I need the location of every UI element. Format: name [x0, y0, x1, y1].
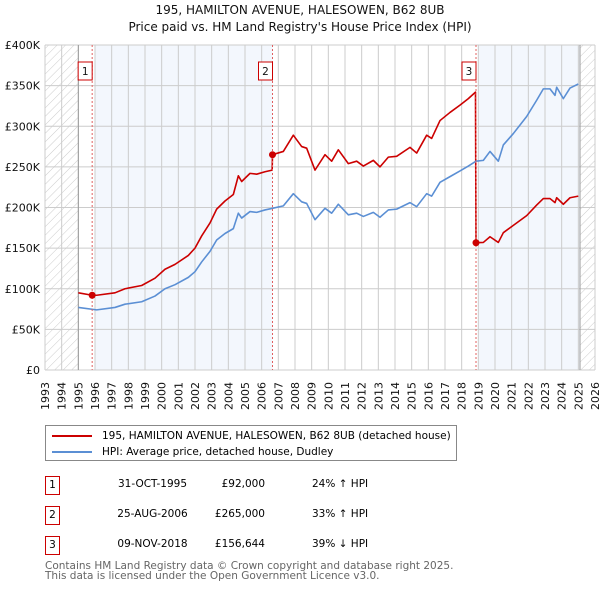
- footer-line: Contains HM Land Registry data © Crown c…: [45, 560, 454, 572]
- legend-item-property: 195, HAMILTON AVENUE, HALESOWEN, B62 8UB…: [52, 430, 451, 442]
- x-tick-label: 2002: [189, 382, 202, 410]
- x-tick-label: 2025: [572, 382, 585, 410]
- x-tick-label: 1994: [56, 382, 69, 410]
- sale-point: [269, 151, 276, 159]
- sale-date: 09-NOV-2018: [117, 538, 188, 550]
- x-tick-label: 2000: [156, 382, 169, 410]
- x-tick-label: 2012: [356, 382, 369, 410]
- y-tick-label: £350K: [5, 80, 41, 93]
- legend-label: HPI: Average price, detached house, Dudl…: [102, 446, 334, 458]
- x-tick-label: 1996: [89, 382, 102, 410]
- x-tick-label: 1995: [72, 382, 85, 410]
- x-tick-label: 2008: [289, 382, 302, 410]
- x-tick-label: 2020: [489, 382, 502, 410]
- x-tick-label: 2014: [389, 382, 402, 410]
- x-tick-label: 2015: [406, 382, 419, 410]
- y-tick-label: £150K: [5, 242, 41, 255]
- chart-title: 195, HAMILTON AVENUE, HALESOWEN, B62 8UB: [155, 3, 445, 17]
- hpi-diff: 24% ↑ HPI: [312, 478, 369, 490]
- x-tick-label: 1993: [39, 382, 52, 410]
- footer-line: This data is licensed under the Open Gov…: [45, 570, 380, 582]
- x-tick-label: 2004: [222, 382, 235, 410]
- x-tick-label: 2006: [256, 382, 269, 410]
- y-tick-label: £100K: [5, 283, 41, 296]
- x-tick-label: 2022: [522, 382, 535, 410]
- x-tick-label: 2001: [172, 382, 185, 410]
- x-tick-label: 2010: [322, 382, 335, 410]
- x-tick-label: 2026: [589, 382, 600, 410]
- sale-price: £156,644: [214, 538, 265, 550]
- hpi-line: [78, 83, 579, 311]
- hpi-diff: 39% ↓ HPI: [312, 538, 369, 550]
- sale-point: [88, 291, 96, 299]
- y-tick-label: £0: [26, 364, 40, 377]
- x-tick-label: 2017: [439, 382, 452, 410]
- table-row: 3 09-NOV-2018 £156,644 39% ↓ HPI: [45, 536, 465, 556]
- x-tick-label: 2011: [339, 382, 352, 410]
- hpi-diff: 33% ↑ HPI: [312, 508, 369, 520]
- property-price-line: [78, 91, 579, 297]
- sale-marker-label: 3: [466, 66, 473, 78]
- x-tick-label: 2003: [206, 382, 219, 410]
- table-row: 2 25-AUG-2006 £265,000 33% ↑ HPI: [45, 506, 465, 526]
- sale-marker-label: 2: [262, 66, 269, 78]
- table-row: 1 31-OCT-1995 £92,000 24% ↑ HPI: [45, 476, 465, 496]
- y-tick-label: £50K: [12, 323, 41, 336]
- legend-item-hpi: HPI: Average price, detached house, Dudl…: [52, 446, 333, 458]
- footer-attribution: Contains HM Land Registry data © Crown c…: [45, 560, 454, 582]
- y-tick-label: £300K: [5, 120, 41, 133]
- x-tick-label: 2023: [539, 382, 552, 410]
- legend-swatch-blue: [52, 451, 92, 453]
- x-tick-label: 2009: [306, 382, 319, 410]
- y-tick-label: £400K: [5, 39, 41, 52]
- sale-marker-box: [77, 61, 93, 81]
- x-tick-label: 2007: [272, 382, 285, 410]
- marker-badge: 2: [45, 506, 60, 525]
- x-tick-label: 2016: [422, 382, 435, 410]
- marker-badge: 3: [45, 536, 60, 555]
- x-tick-label: 2024: [556, 382, 569, 410]
- x-tick-label: 1997: [106, 382, 119, 410]
- sale-marker-box: [461, 61, 477, 81]
- x-tick-label: 2021: [506, 382, 519, 410]
- chart-subtitle: Price paid vs. HM Land Registry's House …: [128, 20, 472, 34]
- marker-badge: 1: [45, 476, 60, 495]
- sale-price: £92,000: [221, 478, 265, 490]
- chart-legend: 195, HAMILTON AVENUE, HALESOWEN, B62 8UB…: [45, 425, 457, 461]
- y-tick-label: £250K: [5, 161, 41, 174]
- sale-date: 31-OCT-1995: [118, 478, 187, 490]
- legend-label: 195, HAMILTON AVENUE, HALESOWEN, B62 8UB…: [102, 430, 451, 442]
- x-tick-label: 2019: [472, 382, 485, 410]
- sale-price: £265,000: [214, 508, 265, 520]
- legend-swatch-red: [52, 435, 92, 437]
- sale-marker-box: [258, 61, 273, 81]
- sale-date: 25-AUG-2006: [117, 508, 188, 520]
- price-chart: 1993 1994 1995 1996 1997 1998 1999 2000 2001 2002…: [5, 39, 600, 410]
- x-tick-label: 1998: [122, 382, 135, 410]
- x-tick-label: 1999: [139, 382, 152, 410]
- y-tick-label: £200K: [5, 202, 41, 215]
- x-tick-label: 2005: [239, 382, 252, 410]
- sale-marker-label: 1: [82, 66, 89, 78]
- sale-point: [472, 239, 480, 247]
- x-tick-label: 2013: [372, 382, 385, 410]
- x-tick-label: 2018: [456, 382, 469, 410]
